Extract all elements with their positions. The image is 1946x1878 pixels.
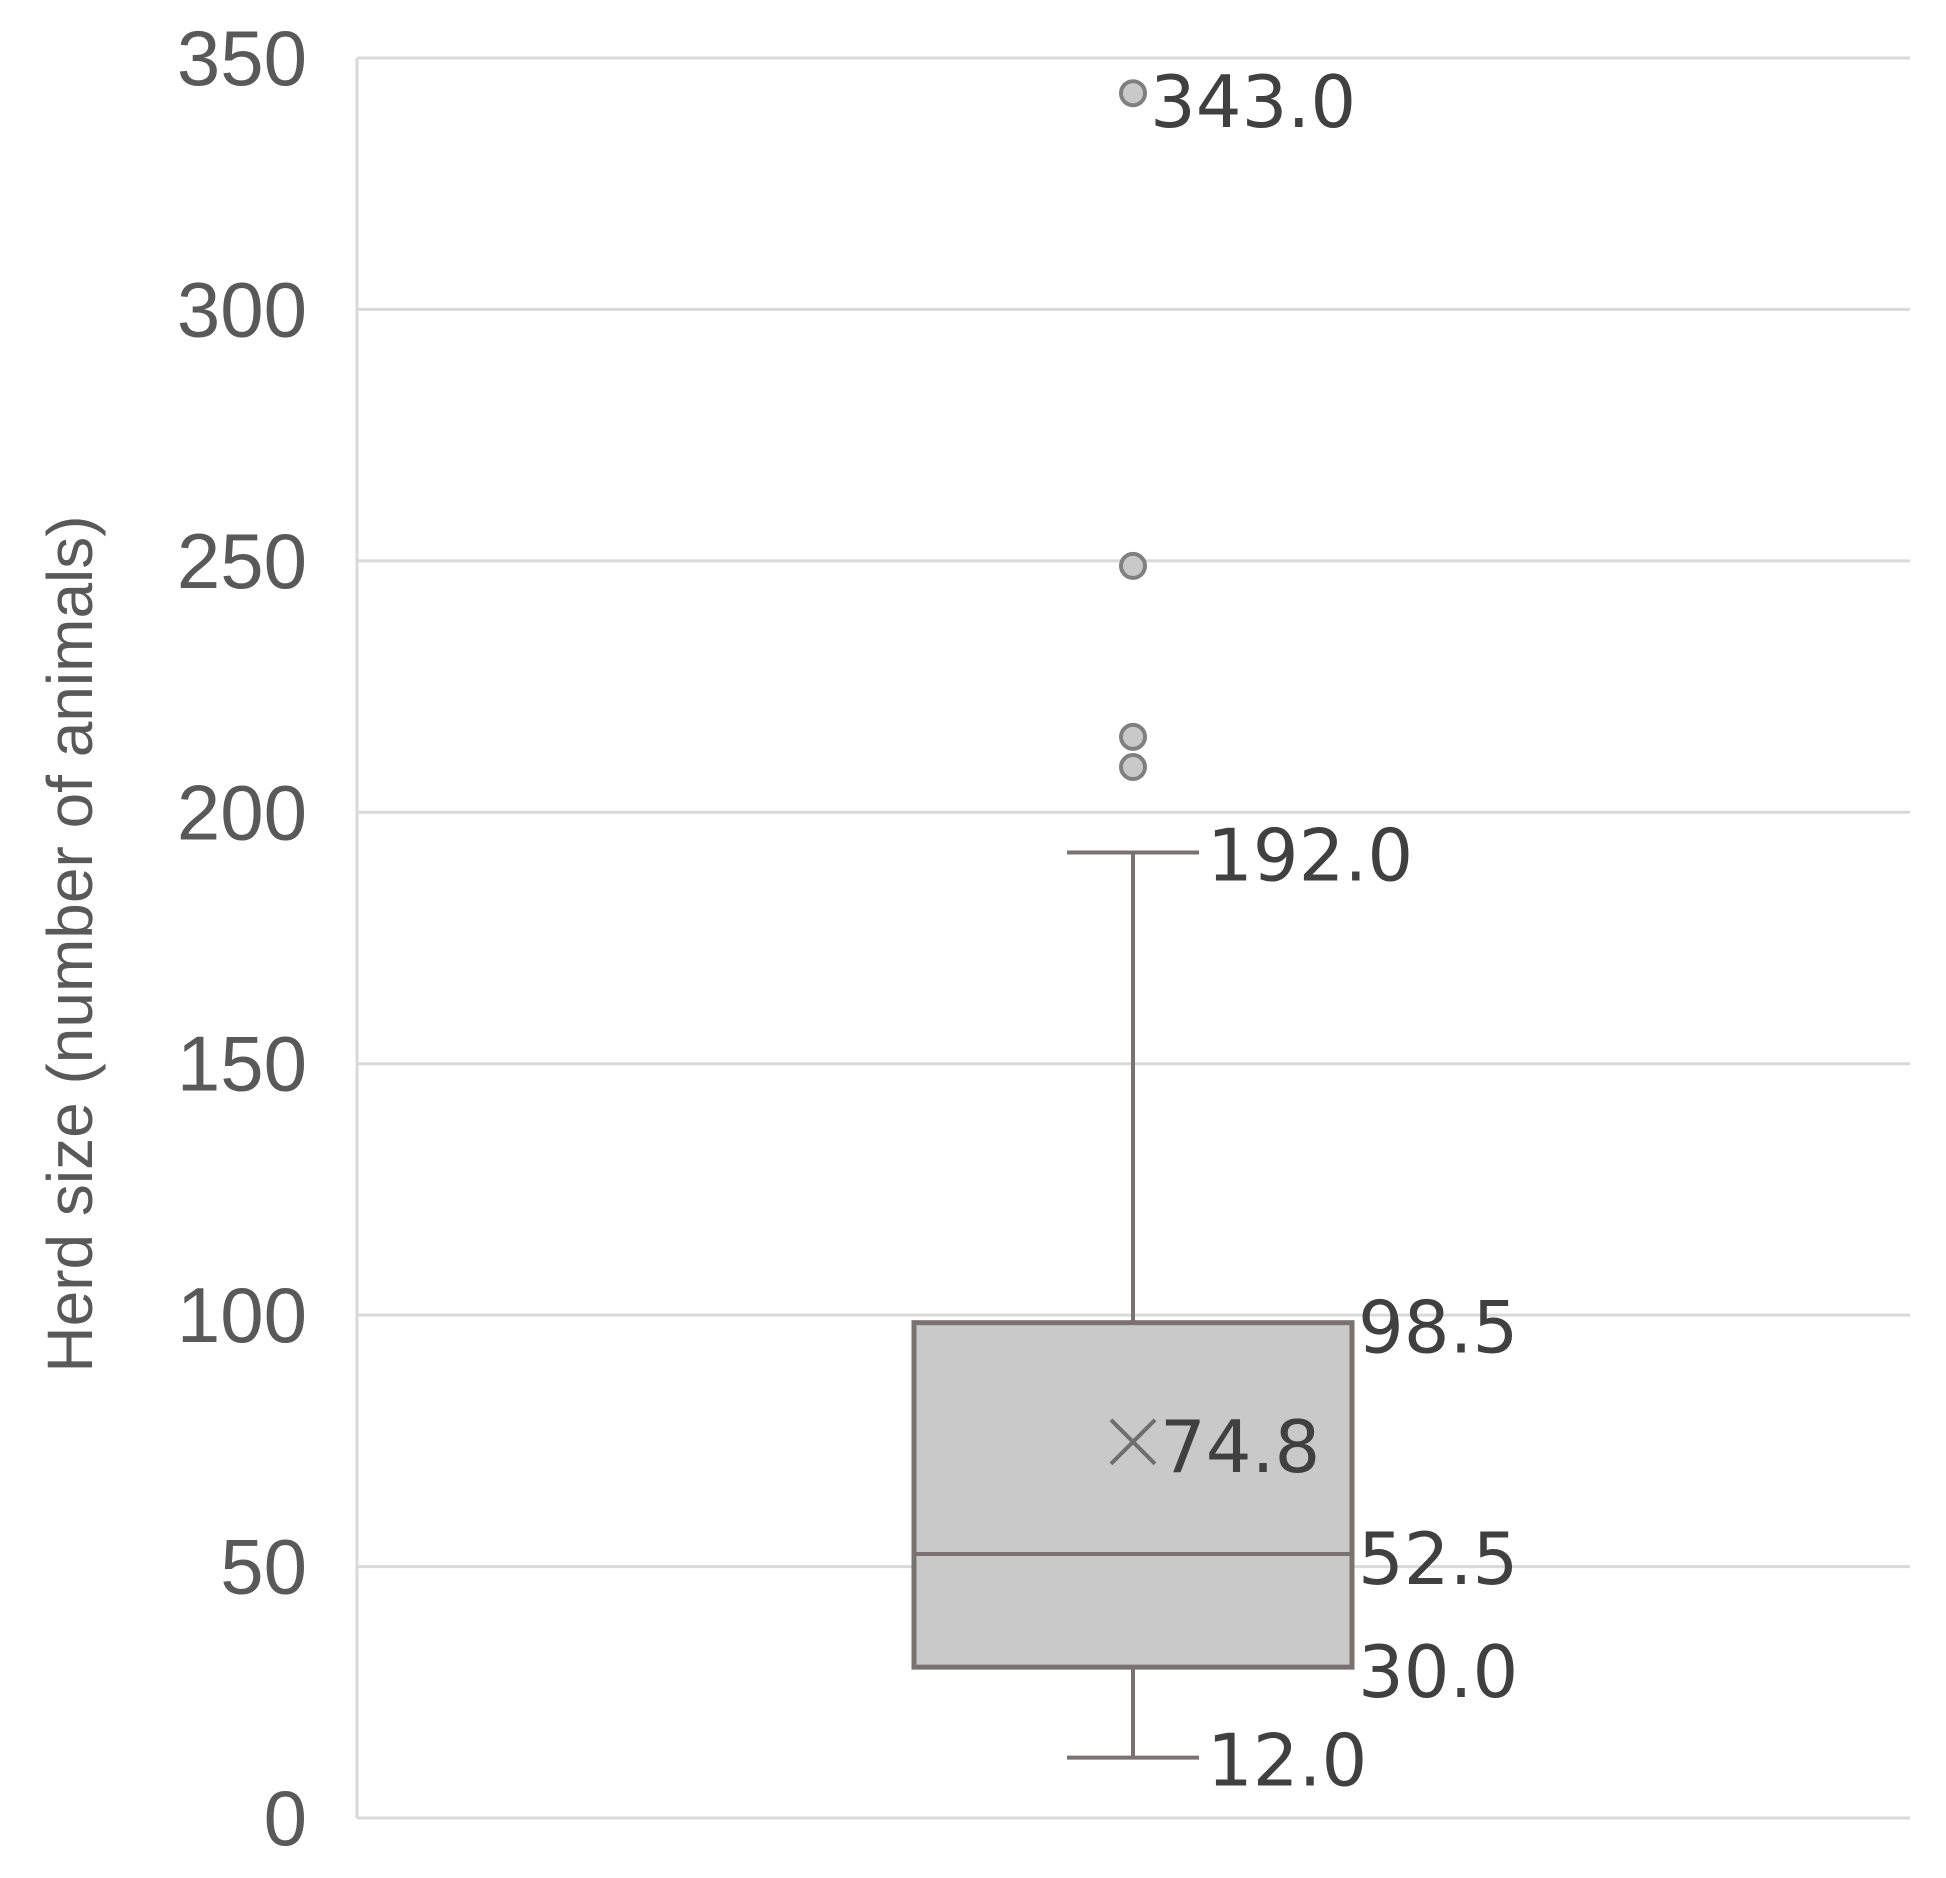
box-plot-series bbox=[911, 79, 1355, 1760]
y-tick-label-100: 100 bbox=[177, 1271, 307, 1359]
q1-label: 30.0 bbox=[1358, 1630, 1518, 1714]
median-label: 52.5 bbox=[1358, 1517, 1518, 1601]
q3-label: 98.5 bbox=[1358, 1286, 1518, 1370]
y-tick-label-250: 250 bbox=[177, 517, 307, 605]
outlier-point-209 bbox=[1119, 753, 1147, 782]
y-axis-tick-labels: 0 50 100 150 200 250 300 350 bbox=[177, 14, 307, 1862]
mean-marker-stroke-2 bbox=[1109, 1418, 1157, 1466]
max-label: 192.0 bbox=[1207, 814, 1413, 898]
data-labels: 343.0 192.0 98.5 74.8 52.5 30.012.0 bbox=[1150, 60, 1518, 1802]
mean-marker bbox=[1109, 1418, 1157, 1466]
y-tick-label-300: 300 bbox=[177, 265, 307, 353]
outlier-point-215 bbox=[1119, 722, 1147, 751]
y-tick-label-200: 200 bbox=[177, 768, 307, 856]
mean-label: 74.8 bbox=[1160, 1405, 1320, 1489]
outlier-max-label: 343.0 bbox=[1150, 60, 1356, 144]
y-tick-label-0: 0 bbox=[264, 1774, 307, 1862]
outlier-point-343 bbox=[1119, 79, 1147, 108]
outlier-point-249 bbox=[1119, 551, 1147, 580]
min-label: 12.0 bbox=[1207, 1719, 1367, 1803]
y-axis-title: Herd size (number of animals) bbox=[34, 515, 106, 1372]
iqr-box bbox=[911, 1320, 1355, 1670]
y-tick-label-350: 350 bbox=[177, 14, 307, 102]
y-tick-label-50: 50 bbox=[220, 1523, 307, 1611]
y-tick-label-150: 150 bbox=[177, 1020, 307, 1108]
